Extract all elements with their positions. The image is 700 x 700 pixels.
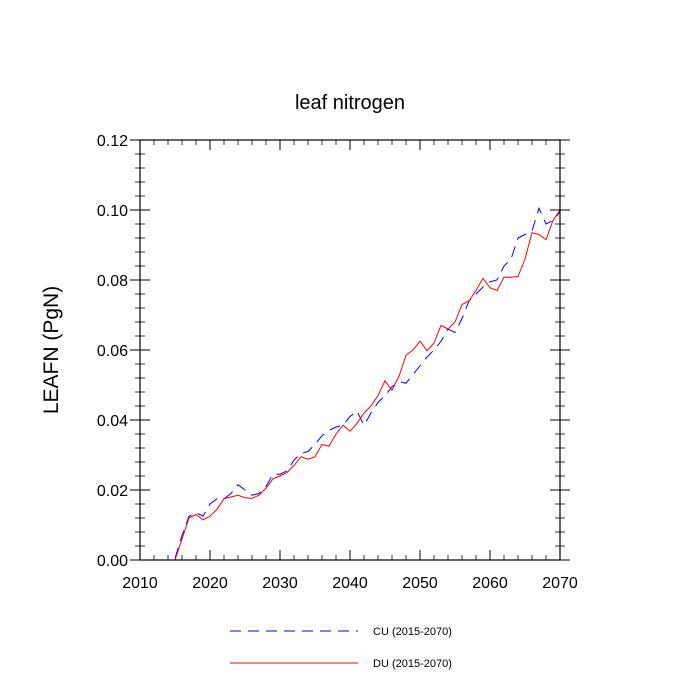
x-tick-label: 2050 (402, 575, 438, 592)
series-line-1 (174, 209, 561, 561)
legend-label-0: CU (2015-2070) (373, 626, 452, 638)
y-tick-label: 0.12 (97, 133, 128, 150)
y-tick-label: 0.06 (97, 343, 128, 360)
x-tick-label: 2030 (262, 575, 298, 592)
y-tick-label: 0.02 (97, 483, 128, 500)
plot-frame (139, 139, 561, 561)
series-line-0 (174, 206, 561, 559)
x-tick-label: 2010 (122, 575, 158, 592)
tick-marks (130, 139, 570, 561)
y-tick-label: 0.08 (97, 273, 128, 290)
tick-labels: 2010 2020 2030 2040 2050 2060 2070 0.00 0.02 0.04… (97, 133, 578, 592)
y-tick-label: 0.10 (97, 203, 128, 220)
y-tick-label: 0.00 (97, 553, 128, 570)
series-lines (174, 206, 561, 561)
y-axis-label: LEAFN (PgN) (40, 286, 63, 414)
x-tick-label: 2060 (472, 575, 508, 592)
legend-label-1: DU (2015-2070) (373, 658, 452, 670)
chart-title: leaf nitrogen (295, 92, 405, 114)
x-tick-label: 2070 (542, 575, 578, 592)
x-tick-label: 2020 (192, 575, 228, 592)
x-tick-label: 2040 (332, 575, 368, 592)
y-tick-label: 0.04 (97, 413, 128, 430)
legend: CU (2015-2070) DU (2015-2070) (230, 626, 452, 670)
